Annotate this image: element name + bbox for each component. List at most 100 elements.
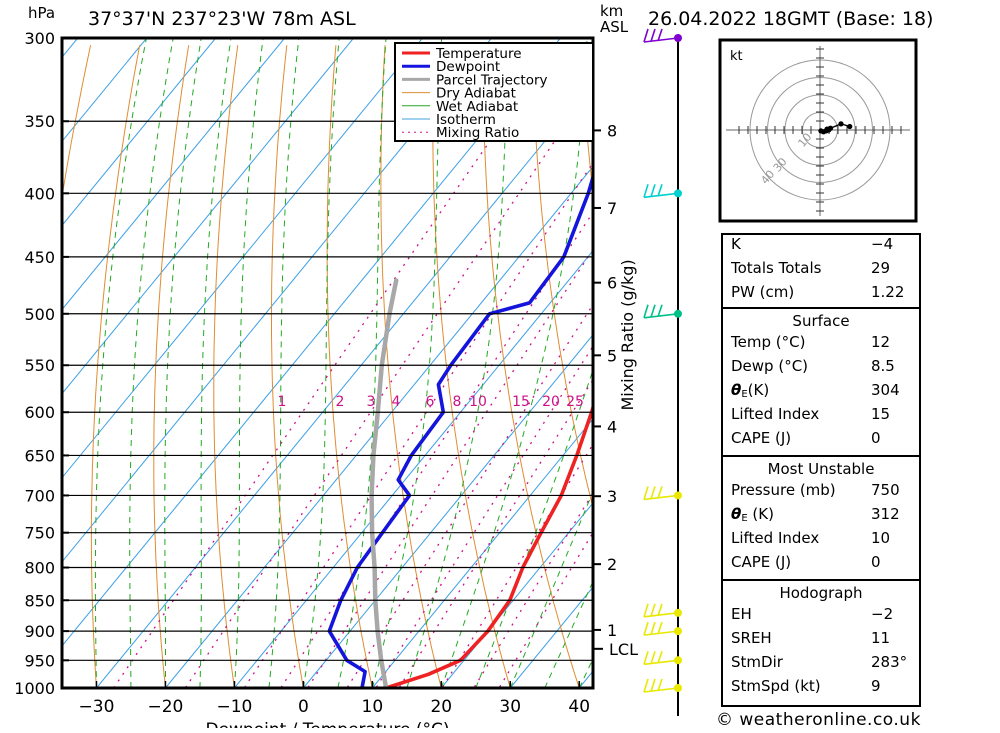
table-row: Lifted Index 15 bbox=[723, 405, 919, 429]
svg-text:4: 4 bbox=[392, 394, 401, 410]
svg-text:900: 900 bbox=[24, 622, 55, 641]
row-value: 11 bbox=[871, 629, 891, 647]
svg-text:−30: −30 bbox=[79, 697, 115, 717]
table-row: SREH 11 bbox=[723, 629, 919, 653]
svg-text:350: 350 bbox=[24, 112, 55, 131]
row-value: 750 bbox=[871, 481, 900, 499]
svg-text:Temperature: Temperature bbox=[435, 46, 522, 62]
row-value: 1.22 bbox=[871, 283, 905, 301]
svg-text:10: 10 bbox=[362, 697, 384, 717]
svg-text:Wet Adiabat: Wet Adiabat bbox=[436, 99, 518, 115]
svg-text:500: 500 bbox=[24, 305, 55, 324]
svg-text:Mixing Ratio (g/kg): Mixing Ratio (g/kg) bbox=[618, 259, 637, 410]
svg-text:kt: kt bbox=[730, 49, 743, 64]
svg-text:10: 10 bbox=[469, 394, 487, 410]
hodograph-stats-panel: Hodograph EH −2 SREH 11 StmDir 283° StmSpd (kt… bbox=[721, 579, 921, 707]
table-row: PW (cm) 1.22 bbox=[723, 283, 919, 307]
row-key: StmDir bbox=[731, 653, 783, 671]
height-unit-label-2: ASL bbox=[600, 18, 629, 36]
surface-panel: Surface Temp (°C) 12 Dewp (°C) 8.5 θE(K) 304 L… bbox=[721, 307, 921, 471]
hodograph-stats-title: Hodograph bbox=[779, 584, 863, 602]
row-value: 9 bbox=[871, 677, 881, 695]
table-row: θE (K) 312 bbox=[723, 505, 919, 529]
svg-text:Dry Adiabat: Dry Adiabat bbox=[436, 86, 516, 102]
svg-text:6: 6 bbox=[607, 274, 617, 293]
svg-text:3: 3 bbox=[607, 487, 617, 506]
svg-text:7: 7 bbox=[607, 199, 617, 218]
table-row: CAPE (J) 0 bbox=[723, 553, 919, 577]
svg-text:1: 1 bbox=[607, 621, 617, 640]
svg-text:LCL: LCL bbox=[609, 640, 638, 659]
svg-text:Mixing Ratio: Mixing Ratio bbox=[436, 125, 519, 141]
svg-text:Dewpoint / Temperature (°C): Dewpoint / Temperature (°C) bbox=[205, 720, 449, 728]
svg-text:300: 300 bbox=[24, 29, 55, 48]
table-row: Totals Totals 29 bbox=[723, 259, 919, 283]
table-row: CAPE (J) 0 bbox=[723, 429, 919, 453]
svg-text:450: 450 bbox=[24, 248, 55, 267]
row-value: 304 bbox=[871, 381, 900, 399]
svg-text:4: 4 bbox=[607, 417, 617, 436]
most-unstable-panel-title: Most Unstable bbox=[767, 460, 875, 478]
row-key: Totals Totals bbox=[731, 259, 822, 277]
copyright-footer: © weatheronline.co.uk bbox=[716, 710, 921, 730]
table-row: Temp (°C) 12 bbox=[723, 333, 919, 357]
row-key: EH bbox=[731, 605, 752, 623]
svg-text:800: 800 bbox=[24, 559, 55, 578]
indices-panel: K −4 Totals Totals 29 PW (cm) 1.22 bbox=[721, 233, 921, 311]
svg-text:950: 950 bbox=[24, 651, 55, 670]
svg-text:850: 850 bbox=[24, 591, 55, 610]
svg-text:15: 15 bbox=[512, 394, 530, 410]
table-row: Dewp (°C) 8.5 bbox=[723, 357, 919, 381]
svg-text:Isotherm: Isotherm bbox=[436, 112, 496, 128]
svg-text:20: 20 bbox=[430, 697, 452, 717]
svg-text:1: 1 bbox=[278, 394, 287, 410]
row-key: Lifted Index bbox=[731, 405, 820, 423]
svg-text:25: 25 bbox=[566, 394, 584, 410]
svg-text:400: 400 bbox=[24, 184, 55, 203]
row-value: 283° bbox=[871, 653, 908, 671]
wind-barb-column bbox=[643, 28, 682, 716]
svg-text:750: 750 bbox=[24, 524, 55, 543]
svg-text:30: 30 bbox=[499, 697, 521, 717]
svg-text:0: 0 bbox=[298, 697, 309, 717]
row-value: 8.5 bbox=[871, 357, 895, 375]
row-key: SREH bbox=[731, 629, 772, 647]
row-value: 15 bbox=[871, 405, 891, 423]
page-title: 37°37'N 237°23'W 78m ASL bbox=[88, 8, 356, 30]
table-row: StmDir 283° bbox=[723, 653, 919, 677]
svg-text:8: 8 bbox=[453, 394, 462, 410]
row-key: Lifted Index bbox=[731, 529, 820, 547]
table-row: EH −2 bbox=[723, 605, 919, 629]
svg-text:−20: −20 bbox=[147, 697, 183, 717]
svg-text:20: 20 bbox=[542, 394, 560, 410]
row-value: 12 bbox=[871, 333, 891, 351]
row-key: θE(K) bbox=[731, 381, 770, 400]
row-value: 29 bbox=[871, 259, 891, 277]
row-key: CAPE (J) bbox=[731, 429, 792, 447]
row-value: −2 bbox=[871, 605, 894, 623]
row-value: 0 bbox=[871, 429, 881, 447]
row-key: StmSpd (kt) bbox=[731, 677, 821, 695]
datetime-label: 26.04.2022 18GMT (Base: 18) bbox=[648, 8, 934, 30]
row-key: θE (K) bbox=[731, 505, 774, 524]
row-key: Temp (°C) bbox=[731, 333, 806, 351]
row-key: CAPE (J) bbox=[731, 553, 792, 571]
row-key: Dewp (°C) bbox=[731, 357, 809, 375]
svg-text:40: 40 bbox=[568, 697, 590, 717]
svg-text:550: 550 bbox=[24, 356, 55, 375]
table-row: StmSpd (kt) 9 bbox=[723, 677, 919, 701]
row-key: K bbox=[731, 235, 741, 253]
svg-text:700: 700 bbox=[24, 486, 55, 505]
row-value: −4 bbox=[871, 235, 894, 253]
svg-text:2: 2 bbox=[336, 394, 345, 410]
svg-text:8: 8 bbox=[607, 121, 617, 140]
surface-panel-title: Surface bbox=[792, 312, 850, 330]
skewt-chart: 3003504004505005506006507007508008509009… bbox=[14, 29, 638, 728]
svg-text:Parcel Trajectory: Parcel Trajectory bbox=[436, 72, 548, 88]
svg-text:−10: −10 bbox=[216, 697, 252, 717]
table-row: Lifted Index 10 bbox=[723, 529, 919, 553]
table-row: Pressure (mb) 750 bbox=[723, 481, 919, 505]
